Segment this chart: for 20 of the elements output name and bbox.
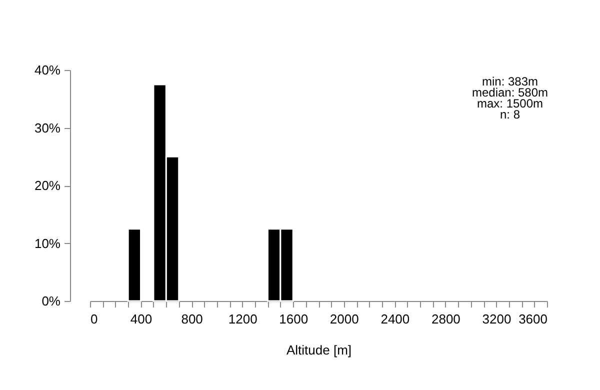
x-tick-label: 400: [130, 312, 152, 326]
x-tick-label: 0: [90, 312, 98, 326]
y-tick-label: 30%: [34, 120, 61, 136]
x-tick-label: 800: [181, 312, 203, 326]
y-tick-label: 40%: [34, 62, 61, 78]
annotation: min: 383m: [482, 74, 538, 88]
x-tick-label: 2000: [330, 312, 359, 326]
annotation: n: 8: [500, 108, 520, 122]
x-tick-label: 2400: [380, 312, 410, 326]
x-axis-title: Altitude [m]: [286, 342, 352, 358]
x-tick-label: 1600: [279, 312, 308, 326]
x-tick-label: 1200: [228, 312, 258, 326]
y-tick-label: 20%: [34, 178, 61, 193]
x-tick-label: 2800: [431, 312, 460, 326]
y-tick-label: 0%: [42, 294, 61, 308]
x-tick-label: 3600: [518, 312, 548, 326]
annotation: median: 580m: [472, 86, 548, 100]
annotation: max: 1500m: [476, 96, 544, 110]
x-tick-label: 3200: [482, 312, 512, 326]
y-tick-label: 10%: [34, 236, 61, 251]
